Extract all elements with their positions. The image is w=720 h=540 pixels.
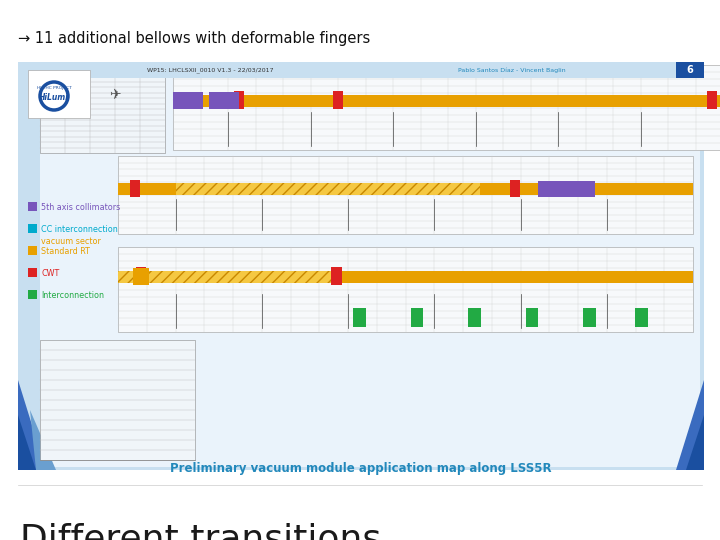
Text: HI-LHC PROJECT: HI-LHC PROJECT (37, 86, 71, 90)
Bar (173, 94, 720, 106)
Bar (510, 180, 520, 197)
Polygon shape (30, 410, 56, 470)
Bar (635, 308, 647, 327)
Bar (130, 180, 140, 197)
Text: CC interconnection: CC interconnection (41, 226, 118, 234)
Bar (538, 181, 595, 197)
Bar (28, 290, 37, 299)
Bar (707, 91, 717, 109)
Bar (40, 340, 195, 460)
Bar (132, 268, 149, 285)
Bar (118, 183, 693, 195)
Bar (176, 183, 480, 195)
Text: Preliminary vacuum module application map along LSS5R: Preliminary vacuum module application ma… (170, 462, 552, 475)
Bar (18, 62, 704, 78)
Text: Different transitions: Different transitions (20, 522, 382, 540)
Bar (28, 202, 37, 211)
Text: Pablo Santos Díaz - Vincent Baglin: Pablo Santos Díaz - Vincent Baglin (458, 68, 566, 73)
Bar (209, 92, 239, 109)
Bar (410, 308, 423, 327)
Bar (676, 62, 704, 78)
Bar (28, 246, 37, 255)
Text: Interconnection: Interconnection (41, 292, 104, 300)
Text: HiLumi: HiLumi (39, 93, 69, 103)
Bar (118, 156, 693, 234)
Polygon shape (18, 380, 46, 470)
Text: ✈: ✈ (109, 87, 121, 101)
Bar (28, 268, 37, 277)
Bar (173, 65, 720, 150)
Text: WP15: LHCLSXII_0010 V1.3 - 22/03/2017: WP15: LHCLSXII_0010 V1.3 - 22/03/2017 (147, 67, 274, 73)
Text: CWT: CWT (41, 269, 59, 279)
Text: Standard RT: Standard RT (41, 247, 90, 256)
Bar (173, 92, 203, 109)
Polygon shape (18, 415, 36, 470)
Bar (28, 70, 90, 118)
Polygon shape (686, 415, 704, 470)
Text: 5th axis collimators: 5th axis collimators (41, 204, 120, 213)
Bar (118, 271, 693, 283)
Bar (468, 308, 481, 327)
Bar (333, 91, 343, 109)
Bar (526, 308, 539, 327)
Bar (583, 308, 596, 327)
Bar (118, 247, 693, 332)
Text: 6: 6 (687, 65, 693, 75)
Bar (40, 65, 165, 153)
Text: vacuum sector: vacuum sector (41, 238, 101, 246)
Bar (136, 267, 146, 285)
Bar (331, 267, 342, 285)
Bar (18, 62, 704, 470)
Bar (28, 224, 37, 233)
Bar (234, 91, 244, 109)
Bar (354, 308, 366, 327)
Polygon shape (676, 380, 704, 470)
Bar (118, 271, 330, 283)
Bar (40, 65, 700, 467)
Text: → 11 additional bellows with deformable fingers: → 11 additional bellows with deformable … (18, 30, 370, 45)
